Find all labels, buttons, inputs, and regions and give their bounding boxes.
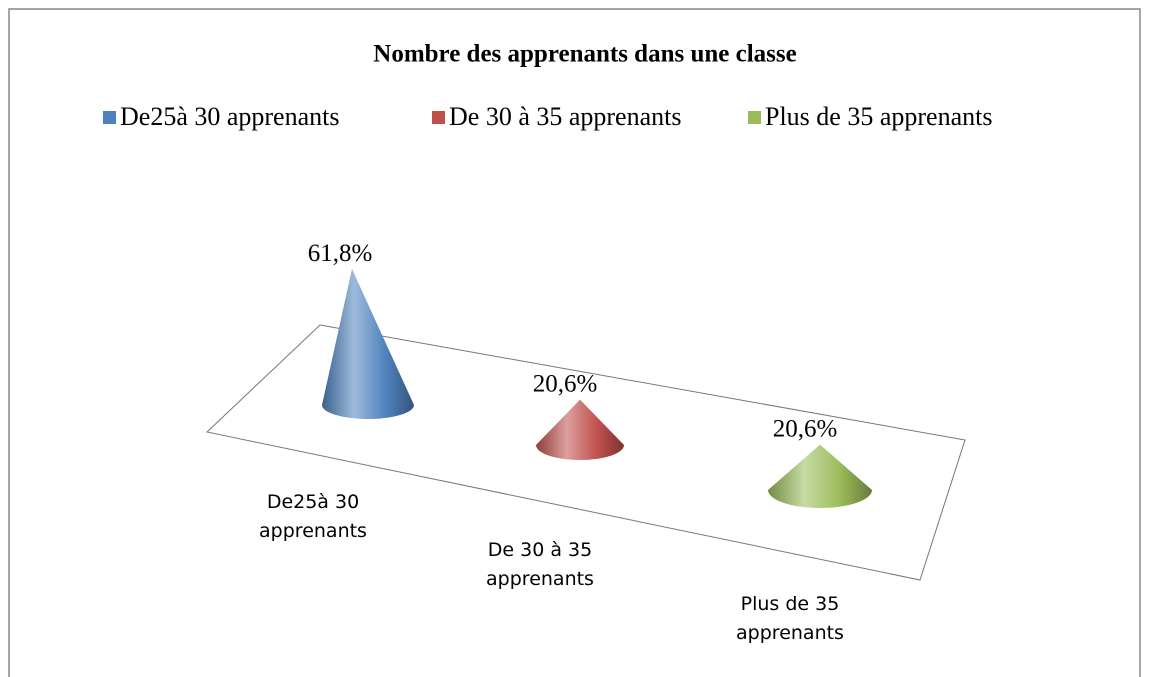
- chart-border: [8, 8, 1141, 677]
- legend-swatch: [103, 111, 116, 124]
- x-tick-label: De25à 30 apprenants: [259, 491, 367, 542]
- value-label: 20,6%: [533, 370, 598, 397]
- legend-label: De 30 à 35 apprenants: [449, 102, 681, 131]
- legend-swatch: [748, 111, 761, 124]
- legend-label: De25à 30 apprenants: [120, 102, 339, 131]
- cone: [322, 269, 414, 419]
- floor: [205, 324, 966, 581]
- x-tick-label: Plus de 35 apprenants: [736, 593, 844, 644]
- cone: [536, 399, 624, 460]
- legend-label: Plus de 35 apprenants: [765, 102, 992, 131]
- value-label: 61,8%: [308, 240, 373, 267]
- legend-swatch: [432, 111, 445, 124]
- value-label: 20,6%: [773, 415, 838, 442]
- chart-title: Nombre des apprenants dans une classe: [373, 41, 796, 68]
- cone: [768, 444, 872, 508]
- x-tick-label: De 30 à 35 apprenants: [486, 539, 594, 590]
